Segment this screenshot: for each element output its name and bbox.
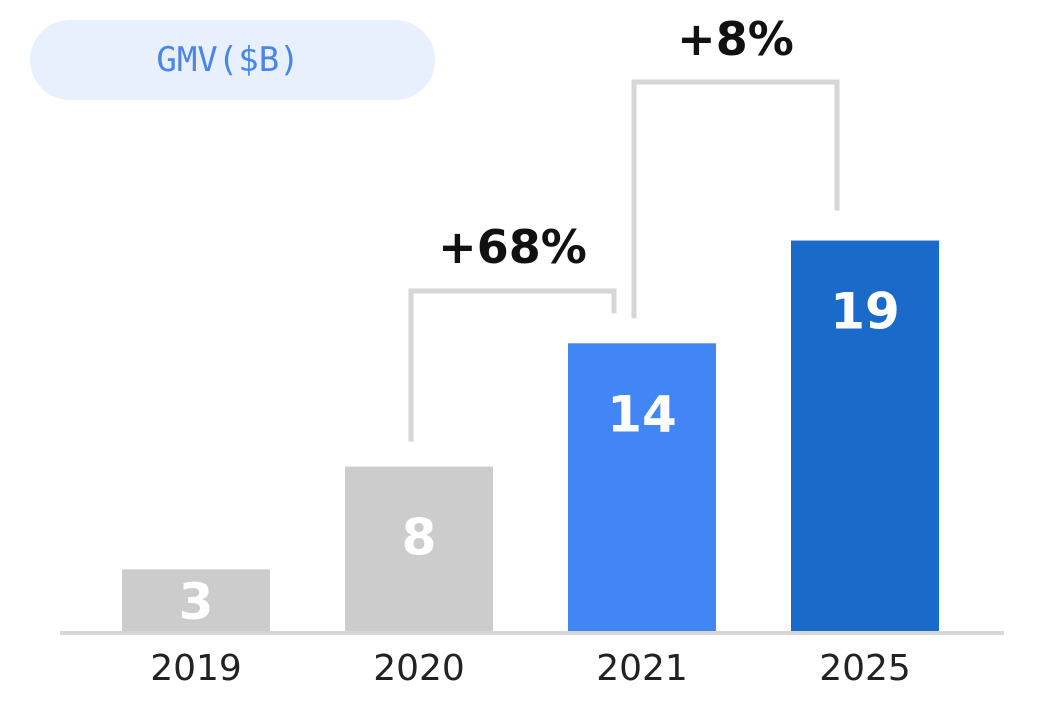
- bars-layer: 3 8 14 19: [122, 240, 939, 632]
- chart-title: GMV($B): [156, 40, 299, 80]
- bar-value-label-2019: 3: [179, 573, 214, 631]
- x-tick-label-2019: 2019: [150, 648, 242, 689]
- growth-brackets-layer: +68% +8%: [408, 12, 840, 442]
- bar-2025: [791, 240, 939, 632]
- x-tick-label-2021: 2021: [596, 648, 688, 689]
- growth-bracket-2021-2025: [631, 79, 840, 319]
- title-pill: [30, 20, 435, 100]
- bar-value-label-2020: 8: [402, 509, 437, 567]
- growth-label-2021-2025: +8%: [677, 12, 794, 66]
- x-tick-label-2020: 2020: [373, 648, 465, 689]
- bar-2020: [345, 466, 493, 631]
- bar-value-label-2025: 19: [830, 283, 900, 341]
- growth-label-2020-2021: +68%: [438, 220, 587, 274]
- x-tick-labels-layer: 2019 2020 2021 2025: [150, 648, 911, 689]
- x-tick-label-2025: 2025: [819, 648, 911, 689]
- bar-value-label-2021: 14: [607, 385, 677, 443]
- bar-2019: [122, 569, 270, 631]
- growth-bracket-2020-2021: [408, 288, 617, 442]
- bar-2021: [568, 343, 716, 631]
